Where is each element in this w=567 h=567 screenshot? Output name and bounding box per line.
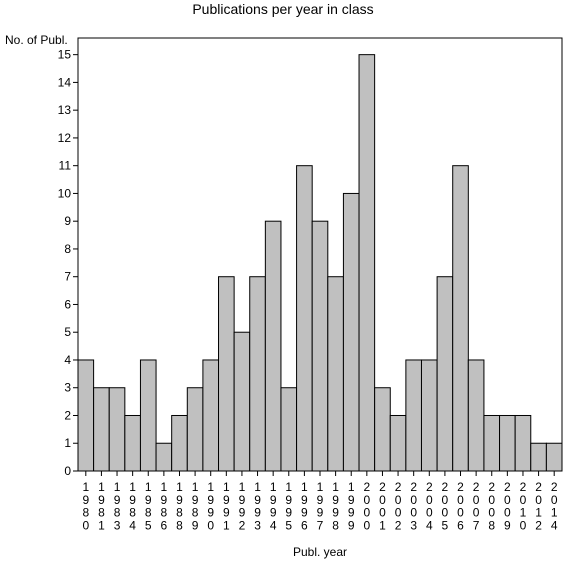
bar-2002 — [389, 414, 407, 472]
bar-2012 — [530, 442, 547, 472]
bar-1999 — [342, 192, 360, 472]
y-tick-label-6: 6 — [64, 297, 71, 311]
bar-2008 — [483, 414, 501, 472]
y-axis-label: No. of Publ. — [5, 33, 68, 47]
bar-1994 — [264, 220, 282, 472]
y-tick-label-1: 1 — [64, 436, 71, 450]
bar-1988 — [171, 414, 188, 472]
bar-2007 — [467, 359, 485, 472]
bar-1991 — [218, 276, 235, 472]
y-tick-label-7: 7 — [64, 270, 71, 284]
bars-group — [77, 54, 563, 472]
bar-1989 — [186, 387, 204, 472]
bar-1990 — [202, 359, 220, 472]
x-axis-label: Publ. year — [293, 545, 347, 559]
bar-1985 — [139, 359, 157, 472]
y-tick-label-2: 2 — [64, 408, 71, 422]
bar-2005 — [436, 276, 454, 472]
bar-2014 — [545, 442, 563, 472]
chart-title: Publications per year in class — [192, 1, 373, 17]
y-tick-label-12: 12 — [58, 131, 72, 145]
bar-1986 — [155, 442, 173, 472]
y-tick-label-5: 5 — [64, 325, 71, 339]
bar-2009 — [499, 414, 516, 472]
y-tick-label-8: 8 — [64, 242, 71, 256]
bar-1995 — [280, 387, 298, 472]
bar-1984 — [124, 414, 141, 472]
y-tick-label-14: 14 — [58, 75, 72, 89]
bar-1981 — [93, 387, 110, 472]
y-tick-label-9: 9 — [64, 214, 71, 228]
bar-2003 — [405, 359, 422, 472]
bar-2001 — [374, 387, 391, 472]
y-tick-label-4: 4 — [64, 353, 71, 367]
bar-1996 — [296, 165, 313, 472]
y-tick-label-3: 3 — [64, 381, 71, 395]
bar-1983 — [108, 387, 126, 472]
y-tick-label-0: 0 — [64, 464, 71, 478]
bar-1992 — [233, 331, 251, 472]
bar-2006 — [452, 165, 469, 472]
x-axis: 1 9 8 0 1 9 8 1 1 9 8 3 1 9 8 4 1 9 8 5 1 9 8 6 1 9 8 8 1 9 8 9 1 9 9 0 1 9 9 1… — [82, 471, 558, 532]
bar-2010 — [514, 414, 532, 472]
bar-1980 — [77, 359, 95, 472]
y-tick-label-11: 11 — [59, 159, 72, 173]
y-tick-label-15: 15 — [58, 48, 72, 62]
bar-1997 — [311, 220, 329, 472]
y-tick-label-13: 13 — [58, 103, 72, 117]
bar-2004 — [420, 359, 438, 472]
y-tick-label-10: 10 — [58, 186, 72, 200]
bar-2000 — [358, 54, 376, 472]
bar-1993 — [249, 276, 266, 472]
bar-1998 — [327, 276, 344, 472]
